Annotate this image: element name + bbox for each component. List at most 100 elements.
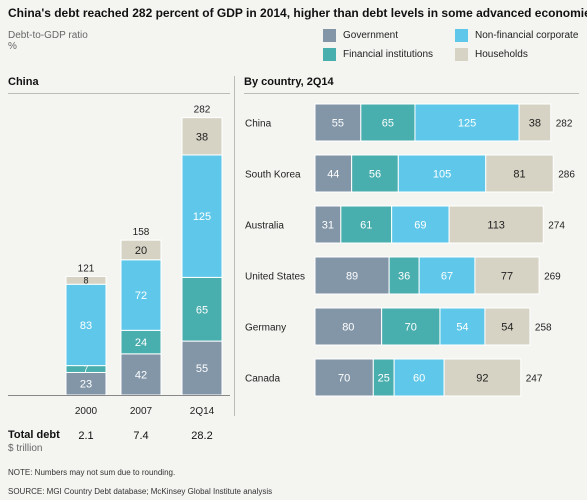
value-label: 70 [405,322,417,334]
value-label: 55 [332,118,344,130]
bar-financial-institutions-australia [340,205,393,244]
right-panel-title: By country, 2Q14 [244,76,334,88]
value-label: 92 [476,373,488,385]
value-label: 56 [369,169,381,181]
value-label: 55 [196,363,208,375]
bar-households-china [518,103,552,142]
value-label: 44 [327,169,339,181]
legend-item-government: Government [323,29,398,42]
bar-government-canada [314,358,374,397]
bar-households-2000 [65,275,107,285]
value-label: 77 [501,271,513,283]
total-debt-label: Total debt [8,429,60,441]
note-text: NOTE: Numbers may not sum due to roundin… [8,468,176,477]
right-panel-rule [244,93,579,94]
category-label: Australia [245,221,284,232]
legend-label-non-financial-corporate: Non-financial corporate [475,30,579,41]
total-debt-unit: $ trillion [8,443,43,454]
value-label: 81 [513,169,525,181]
x-tick-label: 2007 [130,406,153,417]
category-label: Germany [245,323,286,334]
bar-households-canada [443,358,522,397]
bar-non-financial-corporate-south-korea [397,154,487,193]
bar-non-financial-corporate-2007 [120,259,162,331]
total-debt-2q14: 28.2 [191,430,213,442]
bar-financial-institutions-south-korea [351,154,399,193]
legend-item-financial-institutions: Financial institutions [323,48,433,61]
category-label: China [245,119,272,130]
bar-non-financial-corporate-united-states [418,256,476,295]
legend-swatch-non-financial-corporate [455,29,468,42]
bar-non-financial-corporate-germany [439,307,486,346]
total-label: 247 [526,374,543,385]
legend-swatch-financial-institutions [323,48,336,61]
value-label: 20 [135,245,147,257]
bar-financial-institutions-2q14 [181,276,223,342]
bar-non-financial-corporate-2000 [65,283,107,367]
value-label: 61 [360,220,372,232]
value-label: 23 [80,379,92,391]
value-label: 69 [414,220,426,232]
value-label: 65 [382,118,394,130]
bar-households-australia [448,205,544,244]
value-label: 83 [80,320,92,332]
legend-swatch-government [323,29,336,42]
total-debt-2000: 2.1 [78,430,94,442]
bar-government-south-korea [314,154,353,193]
bar-non-financial-corporate-2q14 [181,154,223,278]
total-label: 274 [548,221,565,232]
total-label: 121 [78,263,95,274]
value-label: 125 [193,211,211,223]
total-label: 282 [194,105,211,116]
chart-title: China's debt reached 282 percent of GDP … [8,6,587,20]
bar-government-united-states [314,256,390,295]
value-label: 60 [413,373,425,385]
y-axis-label: Debt-to-GDP ratio [8,30,88,41]
value-label: 7 [83,364,88,374]
value-label: 80 [342,322,354,334]
value-label: 67 [441,271,453,283]
left-panel-rule [8,93,230,94]
y-axis-unit: % [8,41,17,52]
legend-item-non-financial-corporate: Non-financial corporate [455,29,578,42]
category-label: South Korea [245,170,301,181]
value-label: 38 [196,131,208,143]
bar-government-china [314,103,362,142]
bar-households-2q14 [181,117,223,156]
value-label: 36 [398,271,410,283]
bar-households-2007 [120,239,162,261]
value-label: 31 [322,220,334,232]
bar-financial-institutions-china [360,103,416,142]
total-label: 158 [133,227,150,238]
source-text: SOURCE: MGI Country Debt database; McKin… [8,487,273,496]
value-label: 89 [346,271,358,283]
bar-non-financial-corporate-canada [393,358,445,397]
left-panel-title: China [8,76,39,88]
legend-label-government: Government [343,30,399,41]
value-label: 105 [433,169,451,181]
bar-government-australia [314,205,342,244]
value-label: 72 [135,290,147,302]
value-label: 70 [338,373,350,385]
country-stacked-bar-chart: China 55 65 125 38 282 South Korea 44 56 105 81 286… [245,103,575,397]
value-label: 24 [135,337,147,349]
bar-households-south-korea [485,154,554,193]
x-tick-label: 2Q14 [190,406,215,417]
value-label: 65 [196,304,208,316]
x-tick-label: 2000 [75,406,98,417]
value-label: 42 [135,369,147,381]
total-debt-2007: 7.4 [133,430,149,442]
value-label: 8 [83,275,88,285]
legend-label-financial-institutions: Financial institutions [343,49,434,60]
total-label: 286 [558,170,575,181]
value-label: 113 [487,220,505,232]
category-label: United States [245,272,305,283]
total-label: 258 [535,323,552,334]
legend-item-households: Households [455,48,528,61]
total-label: 269 [544,272,561,283]
bar-households-germany [484,307,531,346]
panel-divider [234,76,235,416]
legend-swatch-households [455,48,468,61]
bar-non-financial-corporate-australia [391,205,450,244]
